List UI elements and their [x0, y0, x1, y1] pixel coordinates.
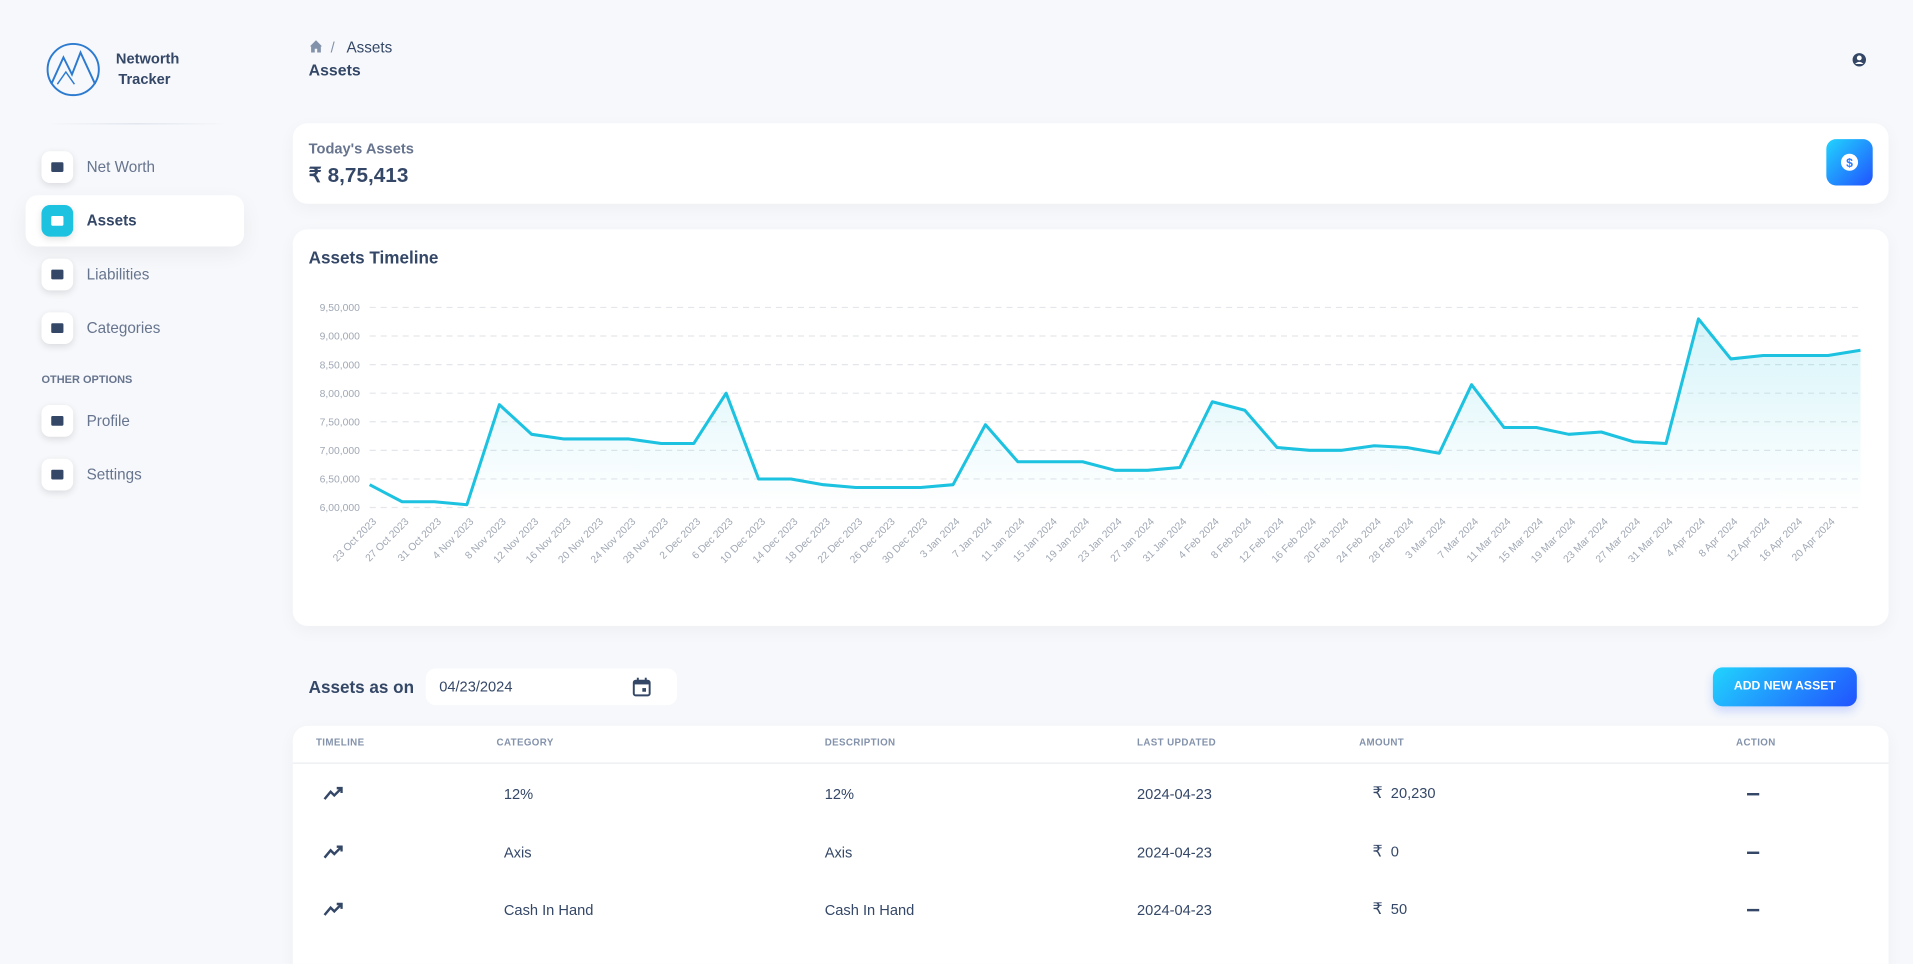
description: Cash In Hand	[824, 901, 915, 919]
nav-item[interactable]: Net Worth	[26, 142, 244, 193]
last-updated: 2024-04-23	[1137, 785, 1212, 803]
nav-item[interactable]: Settings	[26, 449, 244, 500]
y-tick-label: 9,00,000	[320, 332, 361, 343]
nav-item[interactable]: Liabilities	[26, 249, 244, 300]
column-header: TIMELINE	[315, 736, 365, 748]
header-rule	[292, 762, 1889, 764]
y-tick-label: 8,50,000	[320, 360, 361, 371]
column-header: ACTION	[1736, 736, 1776, 748]
nav-item[interactable]: Profile	[26, 395, 244, 446]
action[interactable]	[1747, 908, 1760, 912]
nav-label: Profile	[86, 412, 130, 430]
column-header: AMOUNT	[1359, 736, 1405, 748]
divider	[48, 123, 226, 125]
action[interactable]	[1747, 850, 1760, 854]
currency: ₹	[1372, 841, 1383, 860]
y-tick-label: 9,50,000	[320, 303, 361, 314]
description: 12%	[824, 785, 855, 803]
column-header: DESCRIPTION	[824, 736, 896, 748]
svg-text:$: $	[1846, 156, 1853, 170]
brand: Networth	[115, 50, 180, 68]
date-value: 04/23/2024	[439, 678, 513, 696]
chart-card	[292, 229, 1889, 626]
table-card	[292, 725, 1889, 964]
table-title: Assets as on	[308, 677, 415, 697]
breadcrumb: Assets	[346, 39, 393, 57]
currency-icon: $	[1826, 139, 1873, 186]
description: Axis	[824, 843, 853, 861]
y-tick-label: 7,50,000	[320, 417, 361, 428]
currency: ₹	[1372, 899, 1383, 918]
summary-label: Today's Assets	[308, 140, 414, 158]
last-updated: 2024-04-23	[1137, 843, 1212, 861]
page-title: Assets	[308, 61, 361, 80]
line	[368, 317, 1861, 507]
category: Cash In Hand	[503, 901, 594, 919]
summary-card	[292, 123, 1889, 204]
column-header: LAST UPDATED	[1137, 736, 1217, 748]
amount: 20,230	[1390, 784, 1436, 802]
calendar-icon[interactable]	[632, 677, 652, 697]
nav-item[interactable]: Categories	[26, 303, 244, 354]
currency: ₹	[1372, 783, 1383, 802]
area	[369, 318, 1861, 508]
nav-label: Net Worth	[86, 158, 155, 176]
nav-label: Settings	[86, 466, 142, 484]
nav-label: Liabilities	[86, 265, 150, 284]
logo	[46, 42, 100, 97]
chart-title: Assets Timeline	[308, 247, 439, 268]
category: Axis	[503, 843, 532, 861]
column-header: CATEGORY	[496, 736, 554, 748]
section-label: OTHER OPTIONS	[41, 373, 133, 386]
chart: 6,00,000 6,50,000 7,00,000 7,50,000 8,00,000…	[320, 303, 1861, 566]
timeline-icon[interactable]	[323, 842, 343, 862]
button-label: ADD NEW ASSET	[1733, 679, 1836, 693]
y-tick-label: 6,00,000	[320, 503, 361, 514]
y-tick-label: 6,50,000	[320, 475, 361, 486]
user-icon[interactable]	[1852, 52, 1867, 67]
amount: 0	[1390, 842, 1399, 860]
nav-label: Categories	[86, 319, 161, 337]
add-asset-button[interactable]	[1712, 667, 1857, 707]
category: 12%	[503, 785, 534, 803]
action[interactable]	[1747, 793, 1760, 796]
nav-label: Assets	[86, 212, 137, 230]
last-updated: 2024-04-23	[1137, 901, 1212, 919]
y-tick-label: 7,00,000	[320, 446, 361, 457]
timeline-icon[interactable]	[323, 784, 343, 804]
date-input[interactable]	[425, 668, 678, 706]
brand: Tracker	[118, 70, 171, 88]
y-tick-label: 8,00,000	[320, 389, 361, 400]
home-icon[interactable]	[309, 39, 324, 54]
nav-item[interactable]: Assets	[25, 195, 245, 247]
breadcrumb-separator: /	[330, 39, 335, 57]
timeline-icon[interactable]	[323, 900, 343, 920]
amount: 50	[1390, 900, 1408, 918]
summary-value: ₹ 8,75,413	[308, 163, 409, 187]
